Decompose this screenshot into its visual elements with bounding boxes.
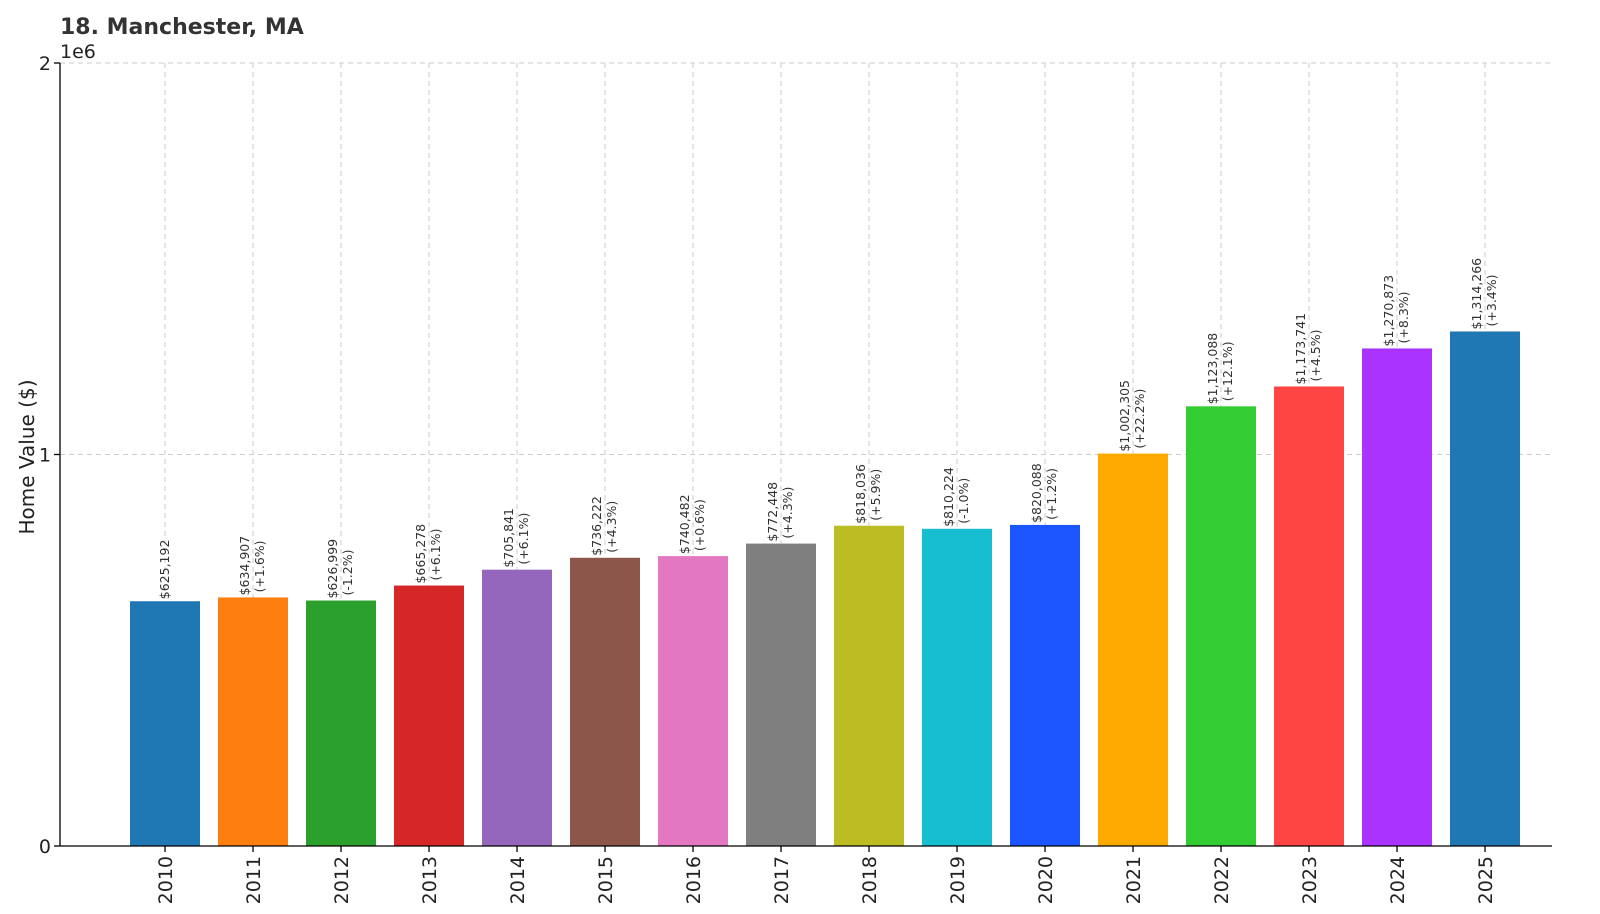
bar-value-label: $1,002,305 <box>1117 380 1132 452</box>
bar-change-label: (-1.0%) <box>956 478 971 524</box>
bar-change-label: (+22.2%) <box>1132 389 1147 449</box>
y-tick-label: 1 <box>39 445 51 467</box>
bar-2025 <box>1450 331 1520 847</box>
bar-value-label: $665,278 <box>413 524 428 584</box>
bar-change-label: (-1.2%) <box>340 549 355 595</box>
bar-value-label: $1,270,873 <box>1381 275 1396 347</box>
bar-value-label: $810,224 <box>941 467 956 527</box>
bar-value-label: $705,841 <box>501 508 516 568</box>
bar-change-label: (+4.5%) <box>1308 329 1323 381</box>
bar-2024 <box>1362 348 1432 846</box>
bar-value-label: $626,999 <box>325 539 340 599</box>
bar-2021 <box>1098 453 1168 846</box>
bar-value-label: $736,222 <box>589 496 604 556</box>
x-axis-ticks: 2010 2011 2012 2013 2014 2015 2016 2017 2018 2019… <box>155 846 1497 904</box>
bar-value-label: $625,192 <box>157 540 172 600</box>
x-tick-label: 2024 <box>1387 856 1409 904</box>
bar-change-label: (+8.3%) <box>1396 291 1411 343</box>
bar-value-label: $1,123,088 <box>1205 333 1220 405</box>
bar-value-label: $772,448 <box>765 482 780 542</box>
bar-2012 <box>306 600 376 846</box>
bar-change-label: (+12.1%) <box>1220 341 1235 401</box>
bar-2010 <box>130 601 200 846</box>
bar-2022 <box>1186 406 1256 846</box>
x-tick-label: 2016 <box>683 856 705 904</box>
bar-change-label: (+6.1%) <box>516 513 531 565</box>
bar-value-label: $820,088 <box>1029 463 1044 523</box>
bar-value-label: $818,036 <box>853 464 868 524</box>
x-tick-label: 2025 <box>1475 856 1497 904</box>
x-tick-label: 2015 <box>595 856 617 904</box>
bar-value-labels: $625,192 $634,907 (+1.6%) $626,999 (-1.2%) $6… <box>157 258 1499 599</box>
bar-change-label: (+0.6%) <box>692 499 707 551</box>
bar-2015 <box>570 557 640 846</box>
bar-change-label: (+1.6%) <box>252 540 267 592</box>
bar-2018 <box>834 525 904 846</box>
x-tick-label: 2017 <box>771 856 793 904</box>
x-tick-label: 2011 <box>243 856 265 904</box>
bar-change-label: (+4.3%) <box>780 487 795 539</box>
bar-value-label: $1,173,741 <box>1293 313 1308 385</box>
bar-change-label: (+5.9%) <box>868 469 883 521</box>
x-tick-label: 2019 <box>947 856 969 904</box>
bar-2023 <box>1274 386 1344 846</box>
x-tick-label: 2012 <box>331 856 353 904</box>
bar-2013 <box>394 585 464 846</box>
bar-value-label: $740,482 <box>677 494 692 554</box>
x-tick-label: 2018 <box>859 856 881 904</box>
bar-2011 <box>218 597 288 846</box>
bar-change-label: (+6.1%) <box>428 529 443 581</box>
x-tick-label: 2023 <box>1299 856 1321 904</box>
x-tick-label: 2021 <box>1123 856 1145 904</box>
x-tick-label: 2022 <box>1211 856 1233 904</box>
bar-2017 <box>746 543 816 846</box>
bar-2019 <box>922 528 992 846</box>
x-tick-label: 2010 <box>155 856 177 904</box>
chart-title: 18. Manchester, MA <box>60 15 304 40</box>
bar-value-label: $634,907 <box>237 536 252 596</box>
x-tick-label: 2014 <box>507 856 529 904</box>
x-tick-label: 2020 <box>1035 856 1057 904</box>
y-axis-offset-label: 1e6 <box>60 41 96 63</box>
y-tick-label: 0 <box>39 836 51 858</box>
y-axis-label: Home Value ($) <box>15 379 39 534</box>
y-tick-label: 2 <box>39 53 51 75</box>
bar-change-label: (+3.4%) <box>1484 274 1499 326</box>
bars <box>130 331 1520 847</box>
bar-change-label: (+4.3%) <box>604 501 619 553</box>
y-axis-ticks: 0 1 2 <box>39 53 60 858</box>
bar-2016 <box>658 556 728 846</box>
bar-value-label: $1,314,266 <box>1469 258 1484 330</box>
bar-change-label: (+1.2%) <box>1044 468 1059 520</box>
bar-2020 <box>1010 524 1080 846</box>
bar-2014 <box>482 569 552 846</box>
x-tick-label: 2013 <box>419 856 441 904</box>
